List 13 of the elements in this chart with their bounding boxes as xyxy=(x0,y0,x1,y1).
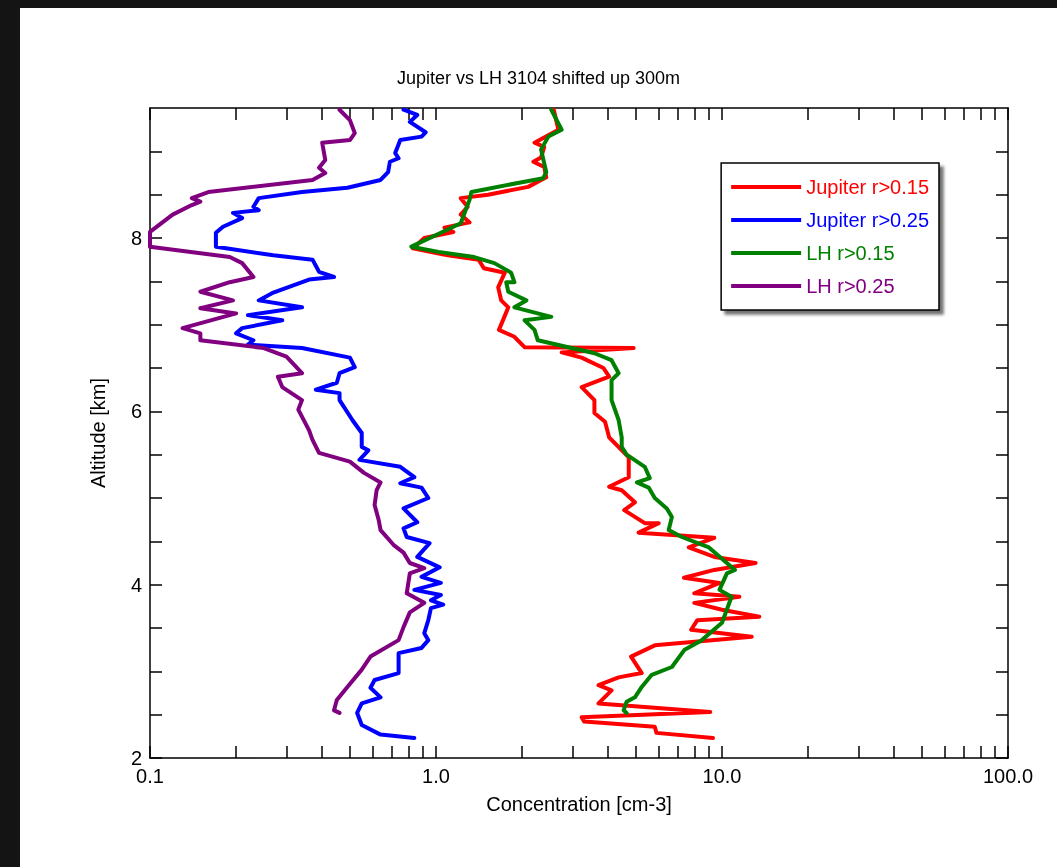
legend-label: Jupiter r>0.25 xyxy=(806,209,930,231)
y-tick-label: 6 xyxy=(130,400,142,423)
x-tick-label: 1.0 xyxy=(422,765,450,787)
legend-label: LH r>0.15 xyxy=(806,242,895,264)
y-tick-label: 8 xyxy=(130,227,142,249)
x-tick-label: 100.0 xyxy=(982,765,1034,787)
chart-title: Jupiter vs LH 3104 shifted up 300m xyxy=(396,68,681,88)
y-tick-label: 4 xyxy=(130,573,142,596)
y-axis-title: Altitude [km] xyxy=(87,377,109,489)
x-axis-title: Concentration [cm-3] xyxy=(486,793,672,815)
legend-label: Jupiter r>0.15 xyxy=(806,176,930,198)
x-tick-label: 10.0 xyxy=(702,765,742,787)
legend-label: LH r>0.25 xyxy=(806,275,895,297)
